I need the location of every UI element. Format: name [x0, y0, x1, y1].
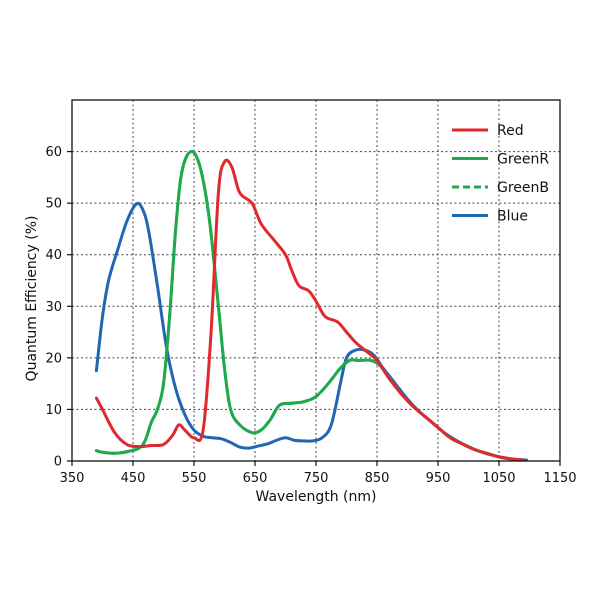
x-tick-label: 450	[121, 471, 146, 486]
x-tick-label: 850	[365, 471, 390, 486]
grid	[72, 100, 560, 461]
legend-label-blue: Blue	[497, 209, 528, 225]
x-tick-label: 750	[304, 471, 329, 486]
y-tick-label: 30	[45, 300, 62, 315]
y-tick-label: 50	[45, 197, 62, 212]
y-axis: 0 10 20 30 40 50 60	[45, 145, 72, 470]
y-tick-label: 10	[45, 403, 62, 418]
legend-label-red: Red	[497, 123, 524, 139]
x-tick-label: 1050	[482, 471, 515, 486]
legend-label-greenr: GreenR	[497, 152, 549, 168]
y-tick-label: 60	[45, 145, 62, 160]
x-axis: 350 450 550 650 750 850 950 1050 1150	[60, 461, 577, 486]
x-axis-label: Wavelength (nm)	[256, 489, 377, 505]
y-tick-label: 0	[54, 455, 62, 470]
x-tick-label: 650	[243, 471, 268, 486]
series-line-blue	[94, 201, 528, 462]
x-tick-label: 950	[426, 471, 451, 486]
series-layer	[94, 150, 528, 462]
series-line-red	[94, 158, 525, 462]
legend-label-greenb: GreenB	[497, 180, 549, 196]
x-tick-label: 550	[182, 471, 207, 486]
y-tick-label: 20	[45, 351, 62, 366]
y-axis-label: Quantum Efficiency (%)	[24, 216, 40, 382]
x-tick-label: 350	[60, 471, 85, 486]
x-tick-label: 1150	[543, 471, 576, 486]
legend: Red GreenR GreenB Blue	[452, 123, 549, 225]
y-tick-label: 40	[45, 248, 62, 263]
